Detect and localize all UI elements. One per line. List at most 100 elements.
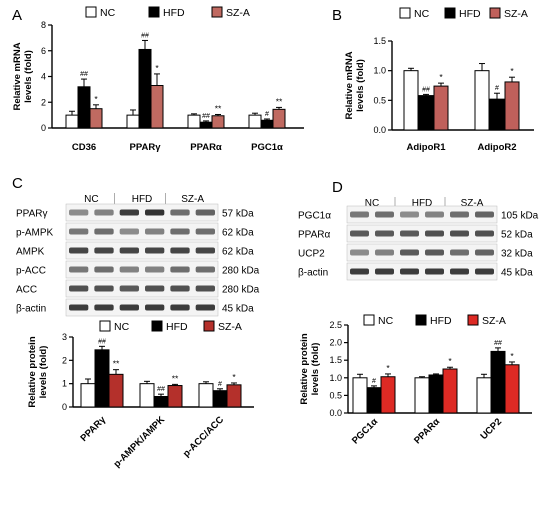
legend-label: SZ-A	[226, 7, 250, 19]
significance-mark: ##	[422, 86, 430, 93]
category-label: PPARγ	[130, 142, 162, 153]
bar-hfd	[199, 121, 213, 129]
blot-band	[119, 209, 139, 216]
blot-strip	[65, 298, 219, 317]
blot-protein-label: β-actin	[298, 268, 328, 279]
category-label: PGC1α	[350, 416, 380, 446]
legend-label: NC	[100, 7, 116, 19]
significance-mark: *	[439, 72, 443, 82]
significance-mark: **	[172, 373, 179, 383]
blot-band	[475, 249, 494, 256]
blot-band	[475, 211, 494, 218]
blot-kda-label: 57 kDa	[222, 209, 254, 220]
significance-mark: ##	[157, 386, 165, 393]
legend-swatch-nc	[363, 314, 375, 326]
blot-band	[400, 211, 419, 218]
bar-hfd	[489, 98, 505, 131]
legend-label: SZ-A	[218, 321, 242, 333]
y-tick-label: 1.5	[373, 36, 386, 46]
y-axis-label: Relative mRNAlevels (fold)	[12, 42, 34, 110]
significance-mark: *	[155, 63, 159, 73]
category-label: PPARα	[190, 142, 222, 153]
panel-label-A: A	[12, 7, 22, 24]
blot-band	[145, 247, 165, 254]
panel-label-B: B	[332, 7, 342, 24]
blot-band	[450, 249, 469, 256]
legend-swatch-hfd	[151, 320, 163, 332]
bar-nc	[414, 377, 430, 414]
y-tick-label: 1.0	[373, 66, 386, 76]
bar-nc	[476, 377, 492, 414]
category-label: AdipoR1	[406, 142, 446, 153]
legend-label: NC	[414, 8, 430, 20]
blot-band	[450, 230, 469, 237]
blot-band	[170, 247, 190, 254]
blot-band	[94, 304, 114, 311]
significance-mark: *	[510, 66, 514, 76]
y-tick-label: 0.5	[329, 390, 342, 400]
legend-label: HFD	[459, 8, 481, 20]
blot-strip	[65, 203, 219, 222]
blot-kda-label: 32 kDa	[501, 249, 533, 260]
blot-band	[350, 249, 369, 256]
category-label: p-ACC/ACC	[181, 414, 226, 459]
bar-sz-a	[442, 368, 458, 414]
y-axis-label-line: levels (fold)	[23, 50, 34, 103]
legend-label: NC	[114, 321, 130, 333]
y-tick-label: 1	[62, 379, 67, 389]
panel-label-D: D	[332, 179, 343, 196]
y-tick-label: 0.5	[373, 95, 386, 105]
blot-kda-label: 280 kDa	[222, 266, 260, 277]
blot-strip	[346, 205, 498, 224]
bar-sz-a	[211, 115, 225, 129]
blot-band	[170, 209, 190, 216]
significance-mark: ##	[80, 71, 88, 78]
blot-strip	[65, 241, 219, 260]
bar-sz-a	[150, 85, 164, 129]
significance-mark: **	[215, 103, 222, 113]
bar-nc	[403, 70, 419, 131]
blot-group-label: SZ-A	[181, 194, 204, 205]
blot-band	[69, 228, 89, 235]
bar-sz-a	[433, 85, 449, 131]
bar-nc	[139, 383, 155, 408]
significance-mark: ##	[141, 32, 149, 39]
y-tick-label: 2.5	[329, 320, 342, 330]
y-axis-label-line: Relative mRNA	[12, 42, 23, 110]
legend-label: HFD	[430, 315, 452, 327]
blot-band	[195, 209, 215, 216]
blot-band	[69, 247, 89, 254]
blot-band	[195, 285, 215, 292]
category-label: PPARγ	[78, 414, 108, 444]
blot-band	[195, 304, 215, 311]
category-label: PGC1α	[251, 142, 283, 153]
bar-hfd	[138, 48, 152, 129]
category-label: AdipoR2	[477, 142, 516, 153]
chart-D: 0.0 0.5 1.0 1.5 2.0 2.5 Relative proteinlevels…	[299, 314, 532, 447]
significance-mark: ##	[202, 113, 210, 120]
bar-sz-a	[380, 376, 396, 414]
y-tick-label: 0.0	[329, 408, 342, 418]
blot-band	[69, 266, 89, 273]
y-axis-label: Relative proteinlevels (fold)	[27, 336, 49, 407]
blot-band	[94, 266, 114, 273]
blot-band	[375, 211, 394, 218]
blot-protein-label: p-ACC	[16, 266, 46, 277]
bar-hfd	[260, 119, 274, 129]
bar-sz-a	[504, 81, 520, 131]
y-axis-label: Relative mRNAlevels (fold)	[344, 51, 366, 119]
blot-band	[170, 285, 190, 292]
blot-band	[195, 228, 215, 235]
significance-mark: **	[113, 359, 120, 369]
y-axis-label-line: levels (fold)	[355, 59, 366, 112]
significance-mark: #	[372, 378, 376, 385]
blot-band	[170, 266, 190, 273]
significance-mark: ##	[98, 338, 106, 345]
blot-group-label: SZ-A	[461, 198, 484, 209]
blot-band	[375, 230, 394, 237]
blot-band	[119, 247, 139, 254]
blot-protein-label: UCP2	[298, 249, 325, 260]
y-tick-label: 1.0	[329, 373, 342, 383]
bar-hfd	[153, 396, 169, 408]
y-tick-label: 4	[41, 72, 46, 82]
